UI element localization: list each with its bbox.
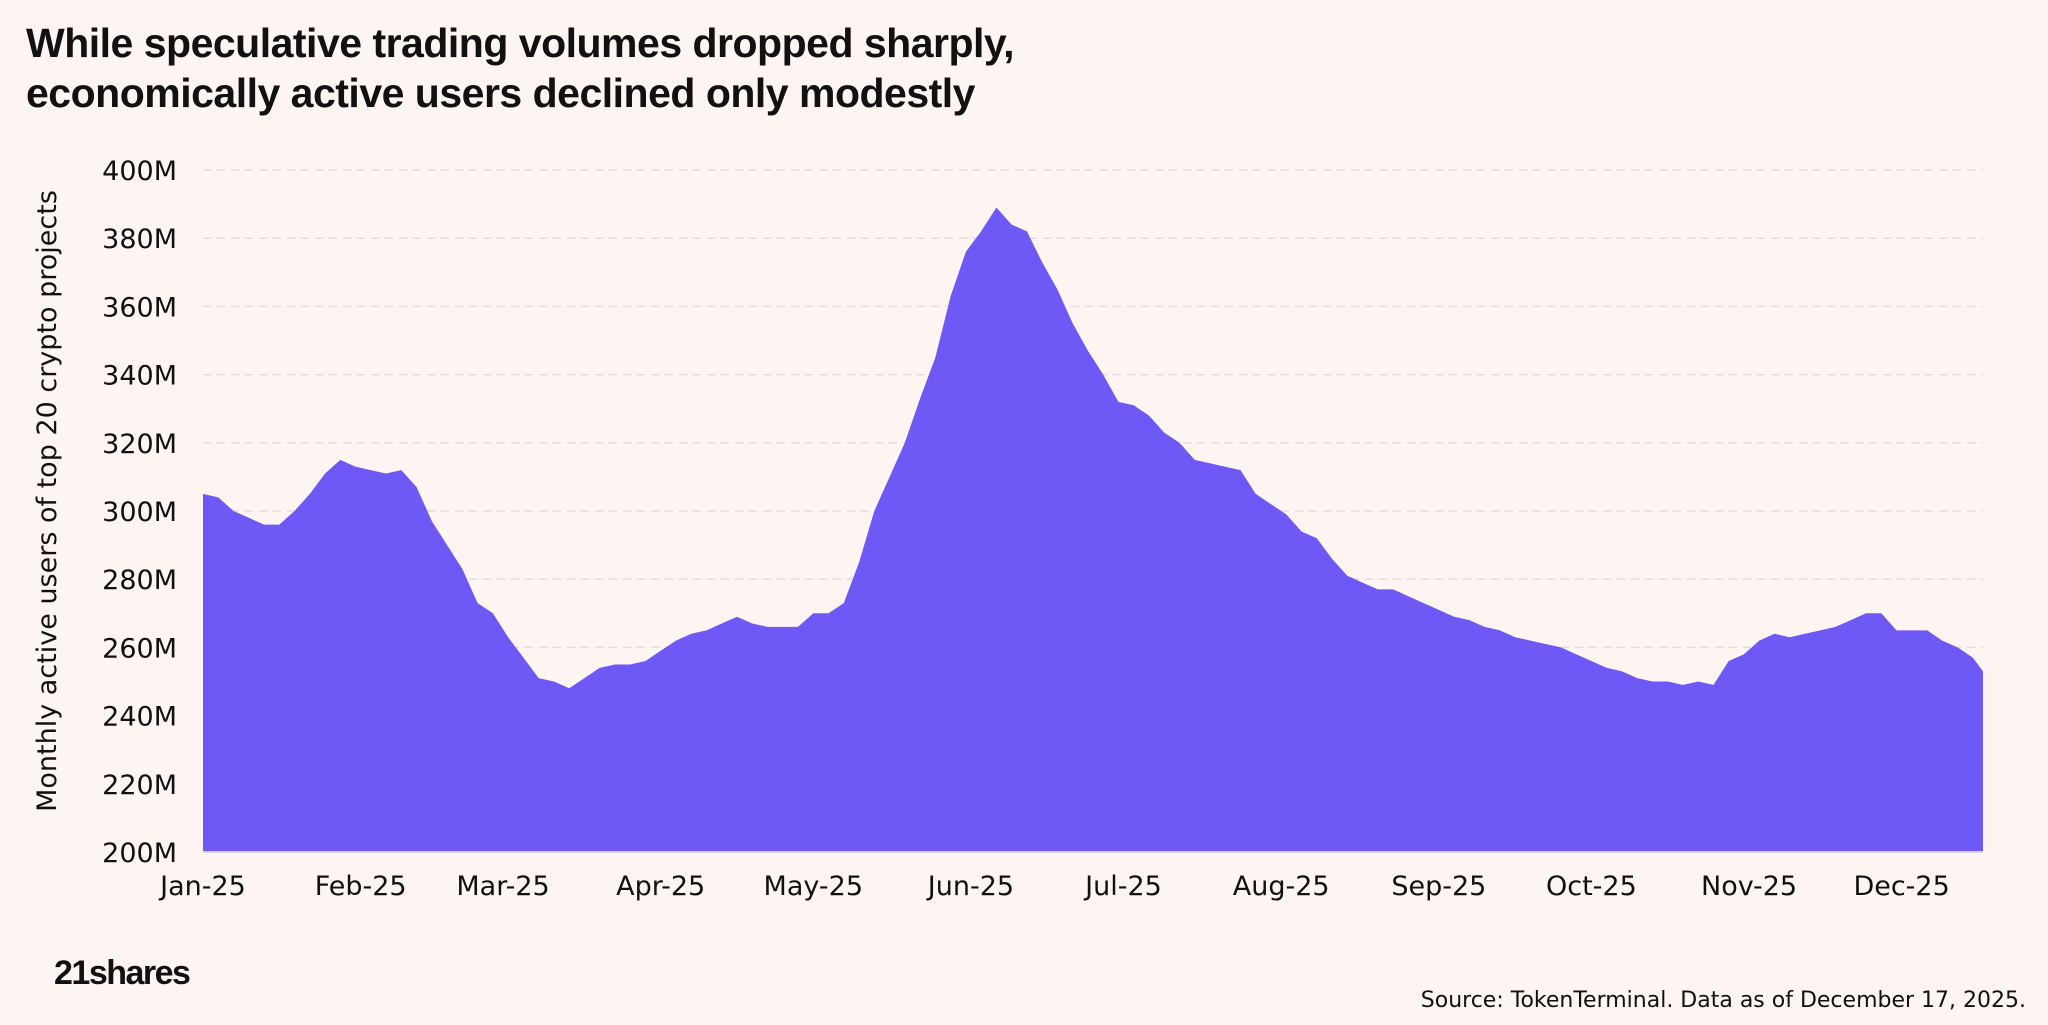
y-tick-label: 220M — [102, 770, 177, 801]
x-tick-label: Dec-25 — [1853, 871, 1949, 902]
y-tick-label: 280M — [102, 565, 177, 596]
y-tick-label: 380M — [102, 224, 177, 255]
x-tick-label: Jun-25 — [926, 871, 1014, 902]
area-series — [203, 207, 1983, 852]
x-tick-label: Mar-25 — [456, 871, 549, 902]
y-tick-label: 340M — [102, 361, 177, 392]
x-tick-label: Sep-25 — [1391, 871, 1486, 902]
x-tick-label: Jul-25 — [1083, 871, 1162, 902]
y-tick-label: 260M — [102, 633, 177, 664]
x-tick-label: Apr-25 — [616, 871, 705, 902]
x-tick-label: Nov-25 — [1701, 871, 1797, 902]
x-tick-label: May-25 — [764, 871, 863, 902]
brand-logo: 21shares — [54, 954, 191, 992]
x-tick-label: Feb-25 — [315, 871, 407, 902]
x-tick-label: Aug-25 — [1233, 871, 1330, 902]
chart-title-line-2: economically active users declined only … — [26, 70, 976, 116]
y-tick-label: 360M — [102, 292, 177, 323]
y-tick-label: 240M — [102, 702, 177, 733]
y-axis-label: Monthly active users of top 20 crypto pr… — [32, 190, 63, 812]
area-series-fill — [203, 207, 1983, 852]
x-tick-label: Jan-25 — [158, 871, 246, 902]
y-tick-label: 320M — [102, 429, 177, 460]
x-tick-label: Oct-25 — [1546, 871, 1637, 902]
source-note: Source: TokenTerminal. Data as of Decemb… — [1420, 988, 2026, 1013]
axes: 200M 220M 240M 260M 280M 300M 320M 340M 360M 380M… — [102, 156, 1983, 902]
y-tick-label: 300M — [102, 497, 177, 528]
y-tick-label: 200M — [102, 838, 177, 869]
chart-title-line-1: While speculative trading volumes droppe… — [26, 20, 1015, 66]
chart-title: While speculative trading volumes droppe… — [26, 18, 1226, 118]
y-tick-label: 400M — [102, 156, 177, 187]
